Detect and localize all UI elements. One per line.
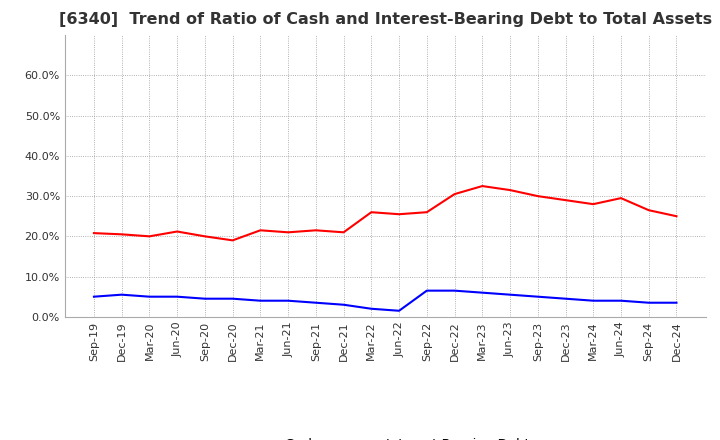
Interest-Bearing Debt [284, 298, 292, 303]
Cash [201, 234, 210, 239]
Interest-Bearing Debt [367, 306, 376, 312]
Interest-Bearing Debt [201, 296, 210, 301]
Cash [312, 227, 320, 233]
Legend: Cash, Interest-Bearing Debt: Cash, Interest-Bearing Debt [235, 433, 536, 440]
Cash [284, 230, 292, 235]
Interest-Bearing Debt [312, 300, 320, 305]
Cash [423, 209, 431, 215]
Interest-Bearing Debt [395, 308, 403, 313]
Cash [89, 231, 98, 236]
Line: Cash: Cash [94, 186, 677, 240]
Interest-Bearing Debt [644, 300, 653, 305]
Interest-Bearing Debt [450, 288, 459, 293]
Cash [672, 213, 681, 219]
Cash [367, 209, 376, 215]
Cash [117, 232, 126, 237]
Cash [644, 208, 653, 213]
Interest-Bearing Debt [534, 294, 542, 299]
Interest-Bearing Debt [89, 294, 98, 299]
Cash [395, 212, 403, 217]
Cash [339, 230, 348, 235]
Interest-Bearing Debt [117, 292, 126, 297]
Cash [256, 227, 265, 233]
Title: [6340]  Trend of Ratio of Cash and Interest-Bearing Debt to Total Assets: [6340] Trend of Ratio of Cash and Intere… [58, 12, 712, 27]
Interest-Bearing Debt [423, 288, 431, 293]
Interest-Bearing Debt [478, 290, 487, 295]
Interest-Bearing Debt [672, 300, 681, 305]
Interest-Bearing Debt [616, 298, 625, 303]
Cash [173, 229, 181, 234]
Cash [505, 187, 514, 193]
Interest-Bearing Debt [561, 296, 570, 301]
Interest-Bearing Debt [145, 294, 154, 299]
Interest-Bearing Debt [505, 292, 514, 297]
Cash [534, 194, 542, 199]
Interest-Bearing Debt [173, 294, 181, 299]
Cash [478, 183, 487, 189]
Interest-Bearing Debt [256, 298, 265, 303]
Cash [561, 198, 570, 203]
Cash [589, 202, 598, 207]
Cash [450, 191, 459, 197]
Cash [228, 238, 237, 243]
Interest-Bearing Debt [339, 302, 348, 308]
Cash [616, 195, 625, 201]
Cash [145, 234, 154, 239]
Line: Interest-Bearing Debt: Interest-Bearing Debt [94, 291, 677, 311]
Interest-Bearing Debt [228, 296, 237, 301]
Interest-Bearing Debt [589, 298, 598, 303]
